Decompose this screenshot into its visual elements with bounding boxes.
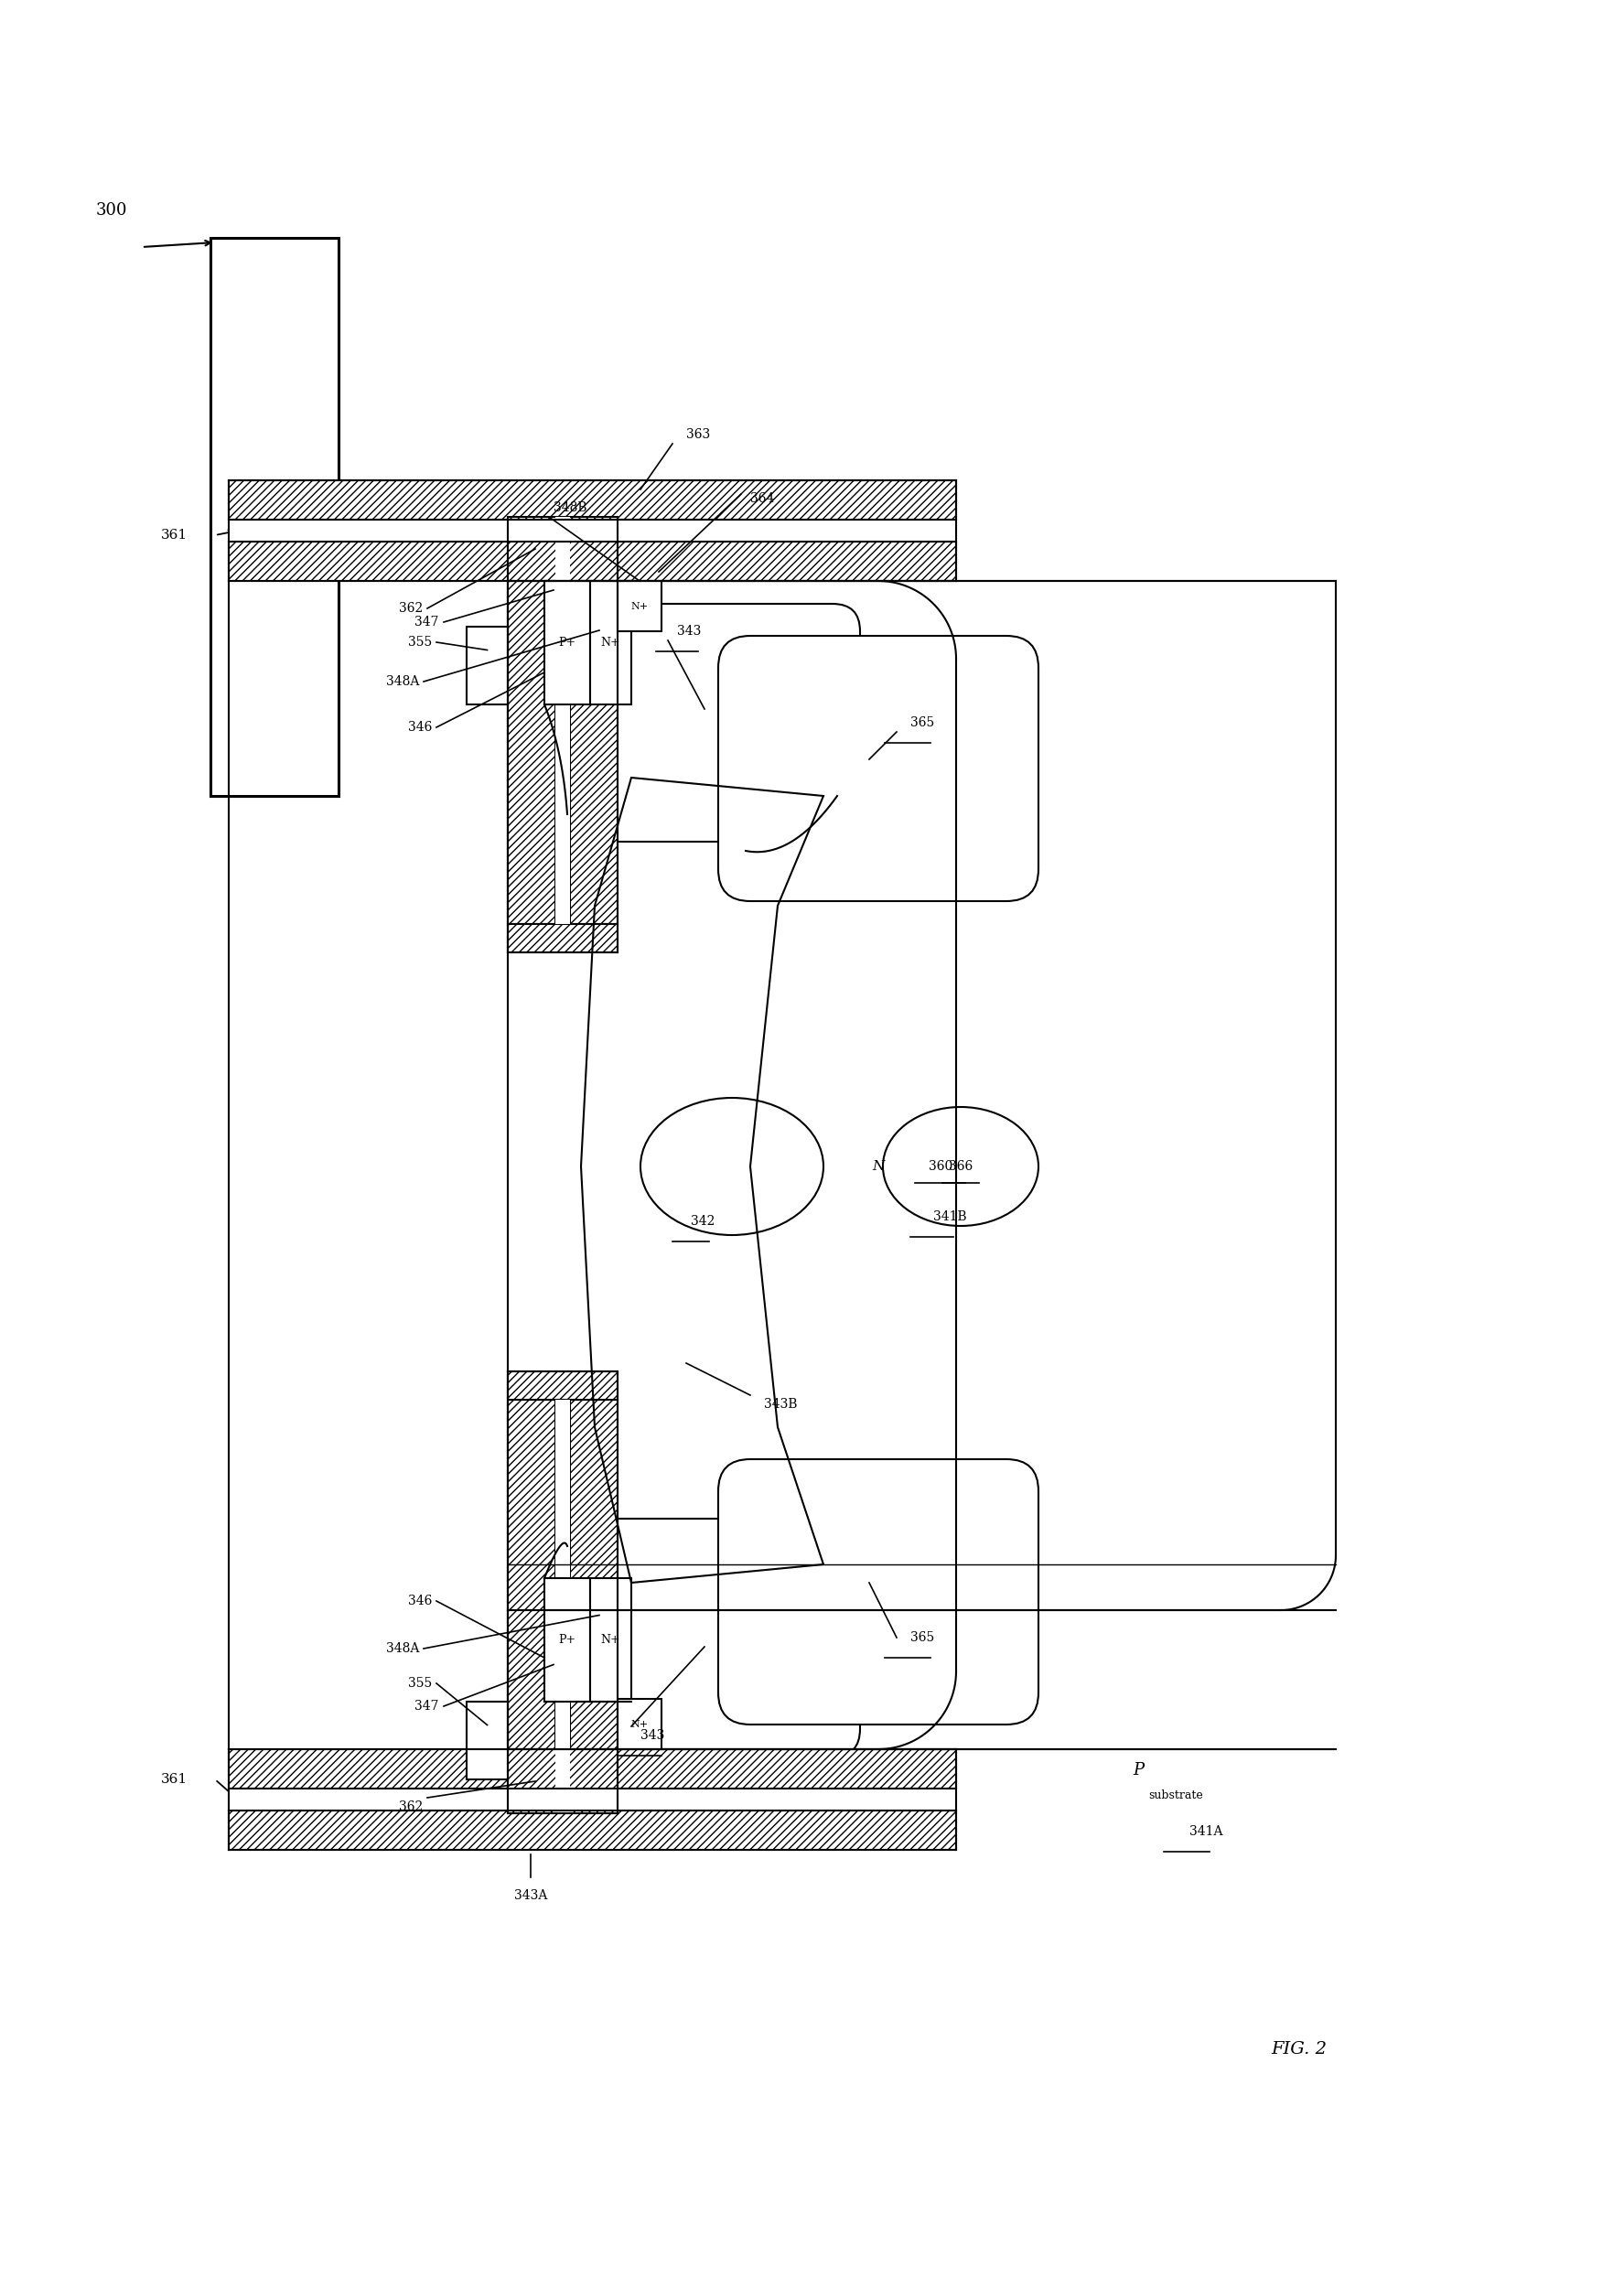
Text: N: N [872,1160,885,1173]
Text: 348B: 348B [554,501,586,515]
Bar [229,481,957,519]
Text: P+: P+ [559,638,577,649]
Text: 346: 346 [408,720,432,734]
Bar [229,1788,957,1811]
Text: 341B: 341B [934,1210,966,1223]
Bar [211,237,338,795]
Bar [555,1750,570,1813]
Text: 365: 365 [911,1631,934,1645]
Text: 348A: 348A [387,674,419,688]
Text: 300: 300 [96,203,128,219]
Bar [544,581,590,704]
FancyBboxPatch shape [549,604,861,841]
Text: 342: 342 [690,1214,715,1228]
Text: 362: 362 [398,1800,422,1813]
Text: N+: N+ [630,1720,648,1729]
Text: 343A: 343A [515,1888,547,1902]
Bar [508,925,617,952]
Text: 348A: 348A [387,1642,419,1656]
Bar [617,581,661,631]
Bar [466,626,508,704]
Text: 346: 346 [408,1595,432,1608]
FancyBboxPatch shape [718,1460,1038,1724]
Text: 366: 366 [948,1160,973,1173]
Text: 364: 364 [750,492,775,506]
Bar [508,581,555,925]
Bar [229,519,957,542]
Bar [508,795,1624,1611]
Bar [570,1399,617,1750]
Bar [555,581,570,925]
Bar [229,542,957,581]
Bar [570,581,617,925]
Text: P: P [1132,1761,1143,1779]
Bar [617,1699,661,1750]
Text: 343: 343 [677,624,702,638]
Text: 355: 355 [408,636,432,649]
Text: 355: 355 [408,1677,432,1690]
Bar [590,581,632,704]
Bar [229,1811,957,1850]
Text: 360: 360 [929,1160,953,1173]
Text: 361: 361 [161,1772,187,1786]
Bar [508,1371,617,1399]
Text: 341A: 341A [1189,1825,1223,1838]
Text: 365: 365 [911,715,934,729]
Text: 343B: 343B [763,1399,797,1410]
Text: 347: 347 [414,615,438,629]
Bar [544,1579,590,1702]
Bar [466,1702,508,1779]
Bar [555,1399,570,1750]
Text: 362: 362 [398,601,422,615]
Bar [508,1399,555,1750]
Text: 363: 363 [687,428,710,442]
Text: 347: 347 [414,1699,438,1713]
FancyBboxPatch shape [718,636,1038,902]
Bar [508,1750,617,1813]
Text: N+: N+ [601,1633,620,1645]
Bar [555,517,570,581]
FancyBboxPatch shape [549,1519,861,1756]
Bar [590,1579,632,1702]
Text: FIG. 2: FIG. 2 [1272,2041,1327,2057]
Ellipse shape [640,1098,823,1235]
Ellipse shape [883,1107,1038,1226]
Text: N+: N+ [601,638,620,649]
Bar [508,517,617,581]
Text: N+: N+ [630,601,648,611]
Text: 361: 361 [161,528,187,542]
Text: substrate: substrate [1148,1791,1203,1802]
Text: 343: 343 [640,1729,664,1743]
Bar [229,1750,957,1788]
Text: P+: P+ [559,1633,577,1645]
